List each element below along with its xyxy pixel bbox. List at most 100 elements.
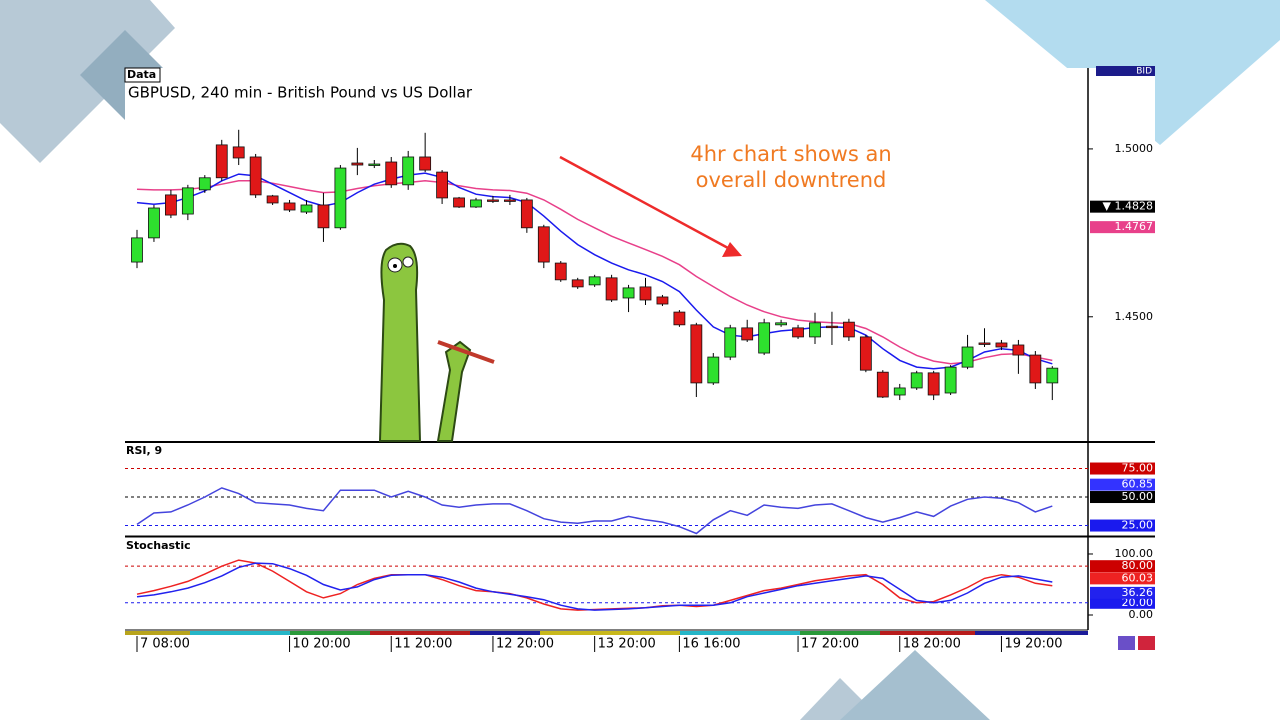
candle-body: [368, 163, 381, 166]
candle-body: [164, 194, 177, 216]
candle-body: [690, 324, 703, 384]
candle-body: [470, 199, 482, 208]
indicator-line: [136, 180, 1053, 365]
zoom-button[interactable]: [1138, 636, 1155, 650]
y-tick-label: 50.00: [1122, 490, 1154, 503]
cartoon-eye: [402, 256, 414, 268]
data-label: Data: [127, 68, 156, 81]
candle-body: [571, 279, 584, 288]
candle-body: [266, 195, 279, 204]
indicator-line: [136, 172, 1053, 370]
candle-body: [215, 144, 228, 179]
session-segment: [880, 631, 975, 635]
cartoon-arm: [436, 340, 472, 442]
bid-box: [1096, 66, 1155, 76]
candle-body: [249, 156, 262, 196]
x-tick-label: 13 20:00: [598, 637, 656, 652]
candle-body: [944, 366, 957, 394]
rsi-title: RSI, 9: [126, 444, 162, 457]
candle-body: [148, 207, 160, 239]
session-segment: [470, 631, 540, 635]
candle-body: [537, 226, 550, 263]
candle-body: [588, 276, 601, 286]
candle-body: [910, 372, 923, 389]
value-marker-label: ▼ 1.4828: [1103, 200, 1153, 213]
candle-body: [673, 311, 686, 326]
y-tick-label: 25.00: [1122, 519, 1154, 532]
candle-body: [741, 327, 754, 341]
y-tick-label: 1.4500: [1115, 310, 1154, 323]
value-marker-label: 36.26: [1122, 586, 1154, 599]
y-tick-box: [1090, 596, 1155, 609]
value-marker-label: 60.85: [1122, 478, 1154, 491]
candle-body: [843, 321, 855, 338]
candle-body: [1029, 354, 1042, 384]
x-tick-label: 18 20:00: [903, 637, 961, 652]
candle-body: [758, 322, 771, 354]
candle-body: [605, 277, 618, 301]
session-segment: [370, 631, 470, 635]
x-tick-label: 10 20:00: [293, 637, 351, 652]
candle-body: [317, 204, 330, 229]
candle-body: [995, 342, 1008, 348]
candle-body: [453, 197, 465, 208]
value-marker: [1090, 478, 1155, 491]
candle-body: [859, 336, 872, 371]
data-label-box: [124, 67, 161, 83]
session-segment: [975, 631, 1088, 635]
candle-body: [809, 322, 821, 338]
candle-body: [520, 199, 533, 229]
value-marker: [1090, 200, 1155, 213]
chart-window: [125, 68, 1155, 650]
cartoon-pencil: [437, 340, 495, 364]
y-tick-label: 0.00: [1129, 608, 1154, 621]
candle-body: [554, 262, 567, 281]
x-tick-label: 16 16:00: [682, 637, 740, 652]
session-strip: [125, 631, 1088, 635]
candle-body: [198, 177, 211, 191]
candle-body: [622, 287, 635, 299]
candle-body: [300, 204, 313, 213]
candle-body: [724, 327, 737, 358]
candle-body: [503, 199, 516, 202]
y-tick-box: [1090, 491, 1155, 504]
candle-body: [1046, 367, 1059, 384]
annotation: 4hr chart shows an: [690, 142, 891, 166]
scroll-button[interactable]: [1118, 636, 1135, 650]
stochastic-title: Stochastic: [126, 539, 191, 552]
candle-body: [334, 167, 347, 229]
y-tick-label: 1.5000: [1115, 142, 1154, 155]
session-segment: [540, 631, 680, 635]
session-segment: [680, 631, 800, 635]
y-tick-box: [1090, 560, 1155, 573]
candle-body: [792, 327, 804, 338]
cartoon-body: [378, 242, 422, 442]
x-tick-label: 12 20:00: [496, 637, 554, 652]
candle-body: [232, 146, 245, 159]
x-tick-label: 11 20:00: [394, 637, 452, 652]
decor-shape: [840, 650, 990, 720]
chart-title: GBPUSD, 240 min - British Pound vs US Do…: [128, 84, 473, 102]
y-tick-label: 20.00: [1122, 596, 1154, 609]
indicator-line: [136, 487, 1053, 535]
candle-body: [826, 325, 838, 329]
candle-body: [775, 322, 787, 326]
candle-body: [978, 342, 991, 345]
candle-body: [707, 356, 720, 384]
candle-body: [961, 346, 974, 368]
candle-body: [283, 202, 296, 211]
candle-body: [402, 156, 415, 186]
annotation: overall downtrend: [696, 168, 887, 192]
annotation-arrowhead: [722, 242, 742, 257]
value-marker-label: 60.03: [1122, 571, 1154, 584]
session-segment: [800, 631, 880, 635]
candle-body: [1012, 344, 1025, 356]
bid-label: BID: [1136, 67, 1152, 77]
x-tick-label: 7 08:00: [140, 637, 190, 652]
session-segment: [290, 631, 370, 635]
candle-body: [436, 171, 449, 199]
candle-body: [419, 156, 432, 171]
candle-body: [487, 199, 499, 202]
